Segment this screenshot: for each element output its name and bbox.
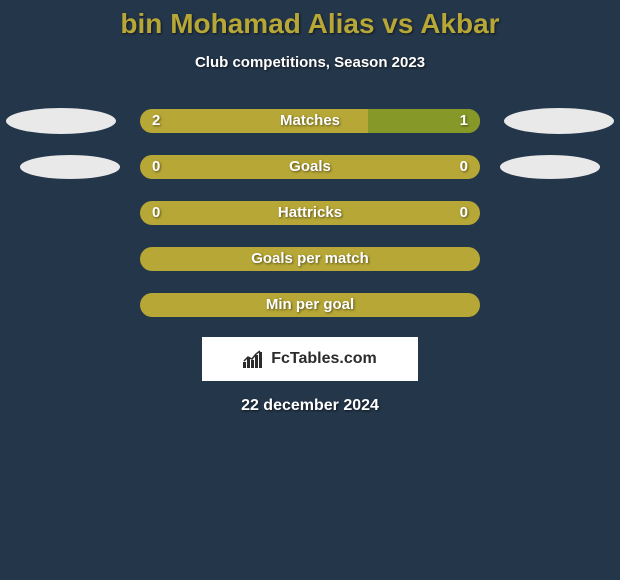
- stat-row: Goals0 0: [0, 155, 620, 179]
- bars-icon: [243, 350, 265, 368]
- stat-label: Goals per match: [140, 247, 480, 271]
- stat-row: Goals per match: [0, 247, 620, 271]
- stat-value-right: 1: [460, 109, 468, 133]
- stats-rows: Matches21Goals00Hattricks00Goals per mat…: [0, 109, 620, 317]
- stat-value-left: 0: [152, 201, 160, 225]
- player-left-avatar: [20, 155, 120, 179]
- player-right-avatar: [500, 155, 600, 179]
- page-subtitle: Club competitions, Season 2023: [0, 54, 620, 71]
- stat-label: Min per goal: [140, 293, 480, 317]
- stat-row: Min per goal: [0, 293, 620, 317]
- comparison-infographic: bin Mohamad Alias vs Akbar Club competit…: [0, 0, 620, 580]
- page-title: bin Mohamad Alias vs Akbar: [0, 0, 620, 40]
- player-right-avatar: [504, 108, 614, 134]
- stat-row: Hattricks0 0: [0, 201, 620, 225]
- credit-badge: FcTables.com: [202, 337, 418, 381]
- stat-value-left: 2: [152, 109, 160, 133]
- stat-row: Matches2 1: [0, 109, 620, 133]
- player-left-avatar: [6, 108, 116, 134]
- stat-label: Goals: [140, 155, 480, 179]
- credit-text: FcTables.com: [271, 350, 377, 368]
- stat-value-left: 0: [152, 155, 160, 179]
- stat-label: Matches: [140, 109, 480, 133]
- stat-label: Hattricks: [140, 201, 480, 225]
- stat-value-right: 0: [460, 201, 468, 225]
- stat-value-right: 0: [460, 155, 468, 179]
- date-text: 22 december 2024: [0, 397, 620, 415]
